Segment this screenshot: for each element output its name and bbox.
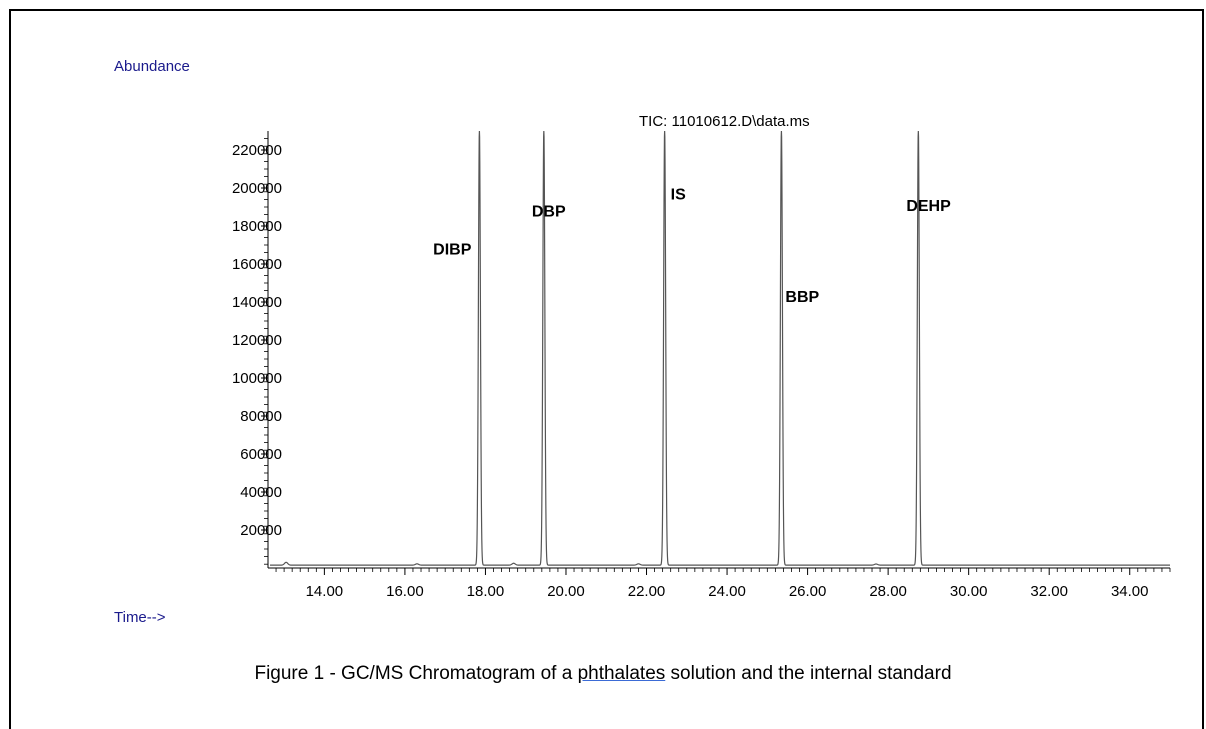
x-tick-label: 22.00 xyxy=(628,583,666,600)
y-tick-label: 100000 xyxy=(232,370,282,387)
y-tick-label: 120000 xyxy=(232,332,282,349)
x-tick-label: 32.00 xyxy=(1030,583,1068,600)
caption-underlined-word: phthalates xyxy=(577,663,666,684)
y-tick-label: 60000 xyxy=(240,446,282,463)
x-tick-label: 28.00 xyxy=(869,583,907,600)
chart-title: TIC: 11010612.D\data.ms xyxy=(639,113,810,130)
peak-label-dibp: DIBP xyxy=(433,242,472,259)
x-tick-label: 34.00 xyxy=(1111,583,1149,600)
y-tick-label: 140000 xyxy=(232,294,282,311)
chromatogram-trace xyxy=(270,130,1170,566)
y-tick-label: 160000 xyxy=(232,256,282,273)
peak-label-is: IS xyxy=(671,186,686,203)
y-tick-label: 80000 xyxy=(240,408,282,425)
x-tick-label: 30.00 xyxy=(950,583,988,600)
x-tick-label: 16.00 xyxy=(386,583,424,600)
y-tick-label: 40000 xyxy=(240,484,282,501)
caption-text-start: Figure 1 - GC/MS Chromatogram of a xyxy=(254,663,578,684)
peak-label-dbp: DBP xyxy=(532,204,566,221)
x-tick-label: 14.00 xyxy=(306,583,344,600)
y-tick-label: 20000 xyxy=(240,522,282,539)
y-tick-label: 180000 xyxy=(232,218,282,235)
figure-caption: Figure 1 - GC/MS Chromatogram of a phtha… xyxy=(0,663,1206,685)
x-axis-title: Time--> xyxy=(114,609,166,626)
x-tick-label: 26.00 xyxy=(789,583,827,600)
x-tick-label: 24.00 xyxy=(708,583,746,600)
x-tick-label: 18.00 xyxy=(467,583,505,600)
y-tick-label: 220000 xyxy=(232,142,282,159)
y-axis-title: Abundance xyxy=(114,58,190,75)
peak-label-dehp: DEHP xyxy=(906,198,951,215)
page-frame xyxy=(9,9,1204,729)
peak-label-bbp: BBP xyxy=(785,289,819,306)
y-tick-label: 200000 xyxy=(232,180,282,197)
x-tick-label: 20.00 xyxy=(547,583,585,600)
caption-text-end: solution and the internal standard xyxy=(665,663,952,684)
